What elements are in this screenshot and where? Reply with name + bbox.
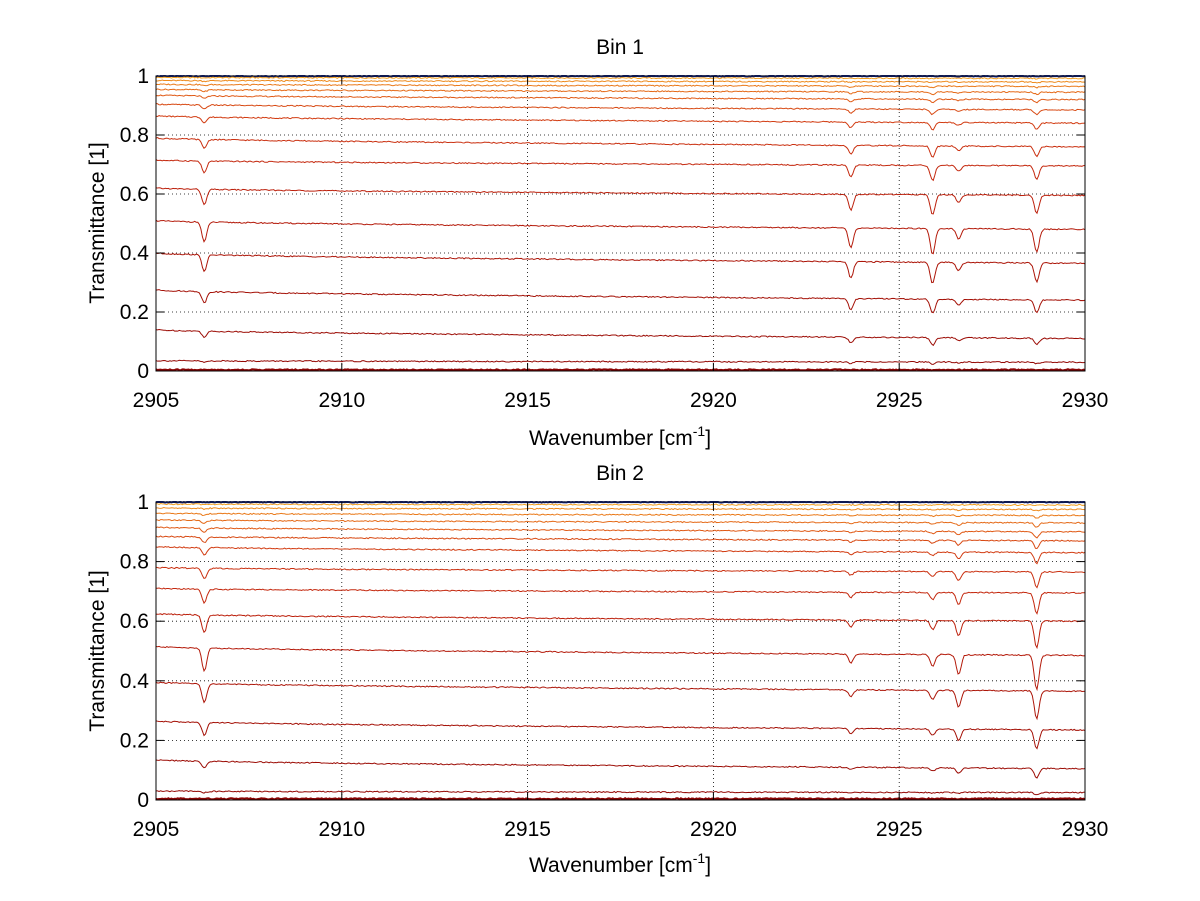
series-line xyxy=(155,329,1086,347)
series-line xyxy=(155,512,1086,519)
series-line xyxy=(155,790,1086,796)
y-tick-label: 1 xyxy=(137,491,149,514)
series-line xyxy=(155,645,1086,692)
series-line xyxy=(155,519,1086,528)
series-line xyxy=(155,289,1086,314)
series-line xyxy=(155,759,1086,779)
x-tick-label: 2910 xyxy=(318,818,365,841)
series-line xyxy=(155,368,1086,372)
x-axis-label-suffix: ] xyxy=(705,854,711,877)
x-tick-label: 2905 xyxy=(133,818,180,841)
axes-box xyxy=(155,501,1086,801)
series-line xyxy=(155,88,1086,96)
series-line xyxy=(155,159,1086,182)
x-axis-label-superscript: -1 xyxy=(693,423,706,439)
series-line xyxy=(155,83,1086,89)
subplot-bin-1: Bin 1 2905 2910 2915 2920 2925 2930 0 0.2 0.4 0.… xyxy=(86,36,1108,450)
y-tick-label: 1 xyxy=(137,65,149,88)
x-tick-label: 2930 xyxy=(1062,389,1109,412)
y-tick-label: 0.6 xyxy=(120,610,149,633)
x-axis-label: Wavenumber [cm-1] xyxy=(529,423,711,450)
x-tick-label: 2910 xyxy=(318,389,365,412)
y-tick-label: 0 xyxy=(137,360,149,383)
series-line xyxy=(155,681,1086,721)
series-line xyxy=(155,503,1086,507)
x-axis-label-main: Wavenumber [cm xyxy=(529,854,693,877)
x-tick-label: 2925 xyxy=(876,389,923,412)
series-line xyxy=(155,76,1086,80)
x-tick-label: 2930 xyxy=(1062,818,1109,841)
series-line xyxy=(155,137,1086,158)
series-line xyxy=(155,187,1086,215)
grid-lines xyxy=(156,76,1085,371)
y-tick-labels: 0 0.2 0.4 0.6 0.8 1 xyxy=(120,491,150,812)
x-tick-label: 2915 xyxy=(504,818,551,841)
series-line xyxy=(155,587,1086,615)
x-axis-label-suffix: ] xyxy=(705,427,711,450)
series-line xyxy=(155,359,1086,365)
y-tick-label: 0.8 xyxy=(120,551,149,574)
y-axis-label: Transmittance [1] xyxy=(86,570,109,731)
x-tick-labels: 2905 2910 2915 2920 2925 2930 xyxy=(133,818,1109,841)
y-tick-label: 0.6 xyxy=(120,183,149,206)
x-tick-label: 2905 xyxy=(133,389,180,412)
grid-lines xyxy=(156,502,1085,800)
y-tick-label: 0.2 xyxy=(120,301,149,324)
series-line xyxy=(155,115,1086,131)
subplot-bin-2: Bin 2 2905 2910 2915 2920 2925 2930 0 0.2 0.4 0.… xyxy=(86,462,1108,877)
series-line xyxy=(155,535,1086,550)
series-line xyxy=(155,613,1086,650)
series-line xyxy=(155,102,1086,116)
chart-title: Bin 1 xyxy=(596,36,644,59)
tick-marks xyxy=(155,501,1086,801)
x-axis-label-superscript: -1 xyxy=(693,850,706,866)
x-tick-label: 2925 xyxy=(876,818,923,841)
series-line xyxy=(155,720,1086,750)
y-tick-label: 0.4 xyxy=(120,242,150,265)
y-tick-label: 0 xyxy=(137,789,149,812)
x-axis-label: Wavenumber [cm-1] xyxy=(529,850,711,877)
series-line xyxy=(155,797,1086,801)
y-tick-labels: 0 0.2 0.4 0.6 0.8 1 xyxy=(120,65,150,383)
y-tick-label: 0.4 xyxy=(120,670,150,693)
series-line xyxy=(155,545,1086,565)
y-tick-label: 0.2 xyxy=(120,729,149,752)
x-tick-labels: 2905 2910 2915 2920 2925 2930 xyxy=(133,389,1109,412)
x-axis-label-main: Wavenumber [cm xyxy=(529,427,693,450)
series-line xyxy=(155,506,1086,512)
series-line xyxy=(155,79,1086,84)
y-axis-label: Transmittance [1] xyxy=(86,142,109,303)
series-line xyxy=(155,526,1086,539)
chart-title: Bin 2 xyxy=(596,462,644,485)
series-line xyxy=(155,566,1086,589)
series-group xyxy=(155,74,1086,372)
x-tick-label: 2920 xyxy=(690,818,737,841)
x-tick-label: 2915 xyxy=(504,389,551,412)
series-line xyxy=(155,252,1086,284)
y-tick-label: 0.8 xyxy=(120,124,149,147)
axes-box xyxy=(155,75,1086,372)
tick-marks xyxy=(155,75,1086,372)
x-tick-label: 2920 xyxy=(690,389,737,412)
series-line xyxy=(155,94,1086,104)
series-line xyxy=(155,219,1086,255)
